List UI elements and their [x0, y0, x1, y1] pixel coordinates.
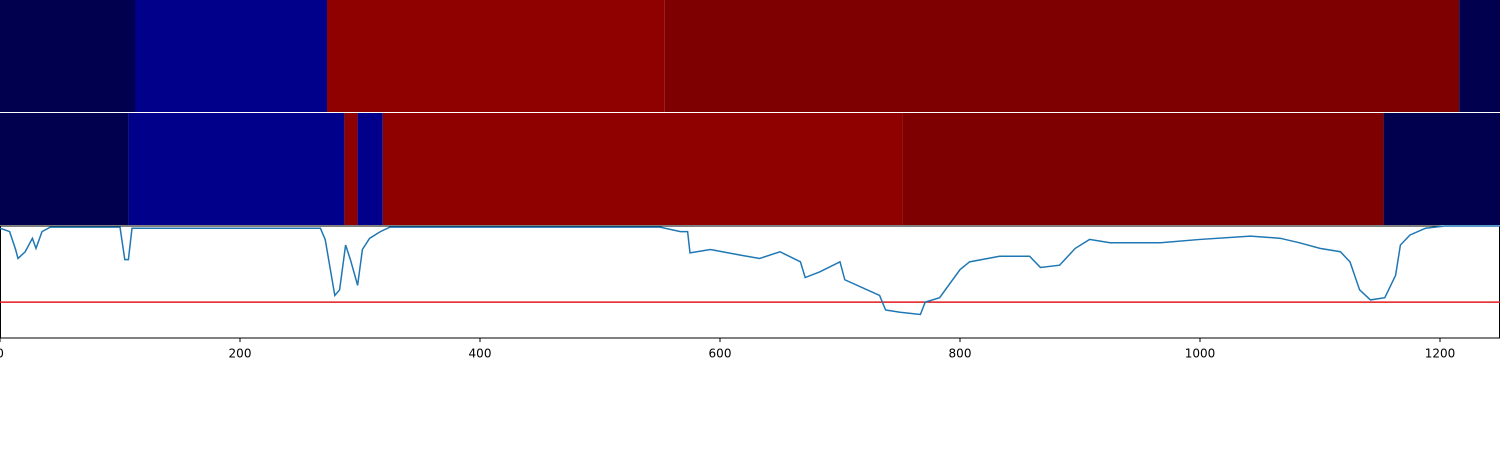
segment	[1459, 0, 1500, 112]
segment	[128, 113, 345, 225]
segment	[357, 113, 383, 225]
segment	[664, 0, 1460, 112]
x-tick-label: 1200	[1425, 347, 1456, 361]
plot-frame	[0, 225, 1500, 339]
segment	[327, 0, 665, 112]
line	[0, 225, 1500, 316]
segment	[382, 113, 903, 225]
segment	[0, 0, 135, 112]
x-tick-label: 400	[469, 347, 492, 361]
segment	[902, 113, 1384, 225]
segment	[1383, 113, 1500, 225]
segment	[135, 0, 327, 112]
segment	[344, 113, 358, 225]
x-tick-label: 600	[709, 347, 732, 361]
x-tick-label: 800	[949, 347, 972, 361]
x-tick-label: 1000	[1185, 347, 1216, 361]
segment	[0, 113, 129, 225]
x-tick-label: 0	[0, 347, 4, 361]
x-tick-label: 200	[229, 347, 252, 361]
